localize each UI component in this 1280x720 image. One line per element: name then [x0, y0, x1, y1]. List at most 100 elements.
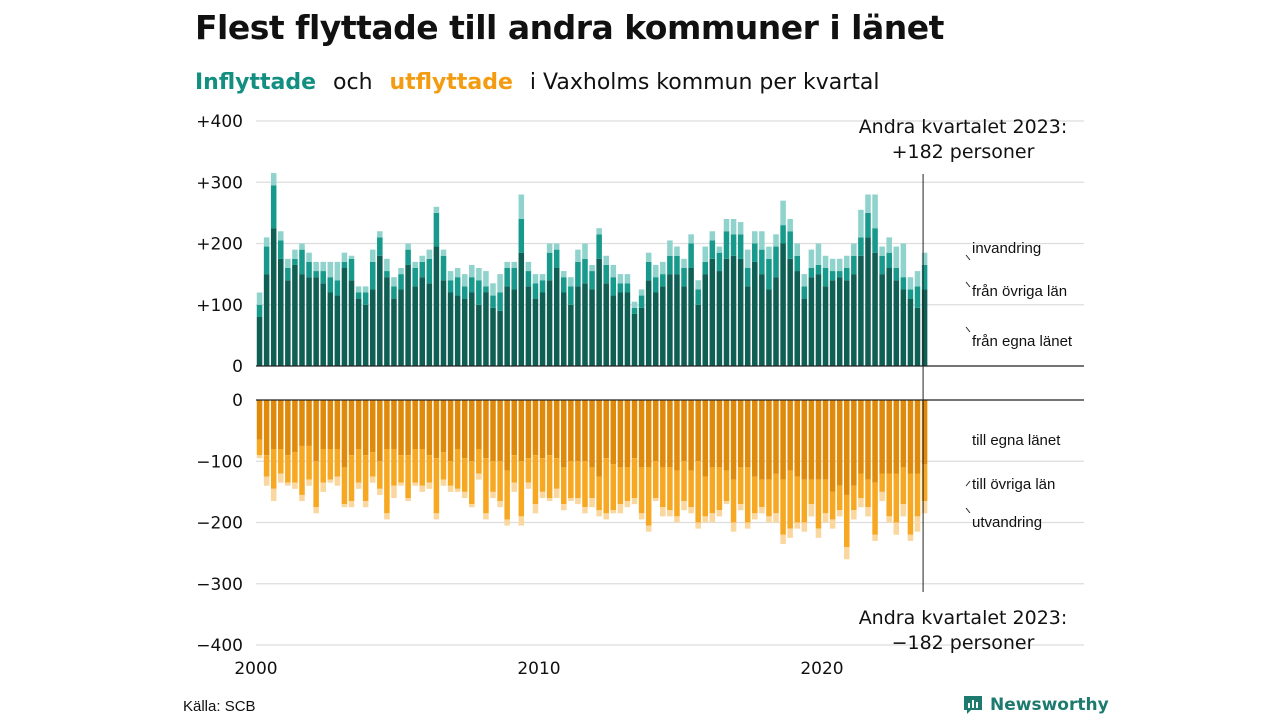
bar-fran-egna-lanet: [483, 292, 489, 366]
bar-till-egna-lanet: [532, 400, 539, 456]
bar-invandring: [716, 246, 723, 253]
bar-fran-egna-lanet: [539, 292, 546, 366]
bar-till-ovriga-lan: [405, 455, 411, 499]
bar-till-egna-lanet: [391, 400, 397, 449]
bar-till-egna-lanet: [405, 400, 411, 456]
bar-till-ovriga-lan: [469, 461, 475, 505]
bar-till-ovriga-lan: [886, 473, 892, 517]
bar-till-ovriga-lan: [914, 473, 921, 517]
bar-utvandring: [292, 482, 298, 489]
bar-fran-ovriga-lan: [426, 258, 433, 284]
bar-fran-ovriga-lan: [730, 234, 737, 256]
bar-fran-ovriga-lan: [313, 271, 319, 278]
bar-till-ovriga-lan: [631, 458, 638, 498]
label-layer: +400 +300 +200 +100 0 0 −100 −200 −300 −400 2000 20…: [196, 112, 1073, 679]
bar-till-ovriga-lan: [688, 470, 694, 508]
leader-egna: [965, 326, 971, 333]
bar-till-egna-lanet: [716, 400, 723, 468]
leader-invandring: [965, 254, 971, 261]
bar-invandring: [624, 274, 631, 284]
y-tick-label-bottom: −400: [196, 636, 243, 656]
bar-utvandring: [836, 510, 843, 517]
bars-layer: [256, 173, 928, 560]
bar-fran-ovriga-lan: [341, 261, 348, 269]
bar-till-egna-lanet: [688, 400, 694, 471]
bar-utvandring: [256, 455, 263, 459]
bar-fran-egna-lanet: [752, 261, 758, 367]
bar-invandring: [419, 255, 426, 262]
bar-utvandring: [879, 491, 885, 502]
leader-utvandring: [965, 507, 971, 514]
series-label-out: till övriga län: [972, 476, 1055, 493]
bar-fran-ovriga-lan: [334, 280, 341, 296]
bar-fran-ovriga-lan: [327, 277, 334, 293]
bar-till-ovriga-lan: [270, 449, 277, 489]
bar-utvandring: [681, 501, 687, 511]
series-label-in: invandring: [972, 240, 1041, 257]
bar-fran-ovriga-lan: [518, 219, 525, 253]
bar-till-ovriga-lan: [723, 470, 730, 502]
bar-utvandring: [631, 498, 638, 505]
bar-till-egna-lanet: [766, 400, 772, 480]
bar-till-ovriga-lan: [801, 479, 808, 523]
bar-till-ovriga-lan: [582, 461, 588, 508]
bar-fran-ovriga-lan: [667, 255, 673, 275]
bar-fran-ovriga-lan: [893, 268, 900, 281]
bar-fran-ovriga-lan: [490, 295, 496, 308]
bar-fran-egna-lanet: [596, 258, 602, 366]
bar-fran-egna-lanet: [744, 286, 751, 367]
bar-fran-ovriga-lan: [391, 286, 397, 299]
bar-invandring: [327, 261, 334, 278]
bar-utvandring: [568, 498, 574, 502]
annotation-top: +182 personer: [892, 141, 1035, 163]
bar-fran-ovriga-lan: [263, 246, 270, 275]
bar-fran-ovriga-lan: [369, 261, 376, 290]
bar-invandring: [596, 228, 602, 235]
bar-fran-ovriga-lan: [511, 268, 517, 290]
bar-invandring: [610, 264, 617, 278]
bar-till-ovriga-lan: [334, 449, 341, 477]
bar-fran-egna-lanet: [447, 292, 454, 366]
bar-till-ovriga-lan: [292, 452, 298, 483]
bar-fran-ovriga-lan: [794, 255, 800, 272]
bar-till-ovriga-lan: [497, 461, 503, 502]
bar-fran-egna-lanet: [688, 268, 694, 366]
bar-till-egna-lanet: [638, 400, 645, 468]
bar-till-egna-lanet: [815, 400, 822, 480]
bar-fran-egna-lanet: [299, 274, 305, 367]
bar-fran-ovriga-lan: [879, 255, 885, 275]
bar-fran-ovriga-lan: [525, 271, 532, 287]
bar-fran-ovriga-lan: [836, 271, 843, 278]
bar-till-ovriga-lan: [398, 455, 404, 483]
bar-till-ovriga-lan: [674, 470, 680, 517]
bar-invandring: [341, 252, 348, 262]
bar-utvandring: [306, 479, 312, 486]
bar-fran-egna-lanet: [914, 307, 921, 366]
bar-fran-egna-lanet: [631, 313, 638, 366]
bar-till-egna-lanet: [369, 400, 376, 453]
x-tick-label: 2010: [517, 659, 560, 679]
bar-invandring: [886, 237, 892, 253]
bar-invandring: [292, 249, 298, 259]
bar-fran-egna-lanet: [320, 283, 326, 366]
bar-till-ovriga-lan: [744, 467, 751, 523]
bar-utvandring: [426, 482, 433, 489]
bar-invandring: [525, 261, 532, 272]
bar-fran-egna-lanet: [575, 286, 581, 367]
bar-fran-egna-lanet: [313, 277, 319, 366]
bar-till-egna-lanet: [907, 400, 914, 474]
bar-invandring: [780, 200, 786, 226]
bar-till-ovriga-lan: [391, 449, 397, 486]
leader-ovriga: [965, 281, 971, 288]
bar-fran-ovriga-lan: [596, 234, 602, 259]
bar-fran-ovriga-lan: [256, 304, 263, 317]
bar-invandring: [461, 274, 468, 287]
bar-till-ovriga-lan: [461, 458, 468, 492]
bar-till-ovriga-lan: [603, 458, 609, 514]
bar-till-egna-lanet: [299, 400, 305, 446]
bar-utvandring: [313, 507, 319, 514]
bar-invandring: [299, 243, 305, 250]
bar-utvandring: [921, 501, 928, 514]
bar-utvandring: [539, 491, 546, 499]
